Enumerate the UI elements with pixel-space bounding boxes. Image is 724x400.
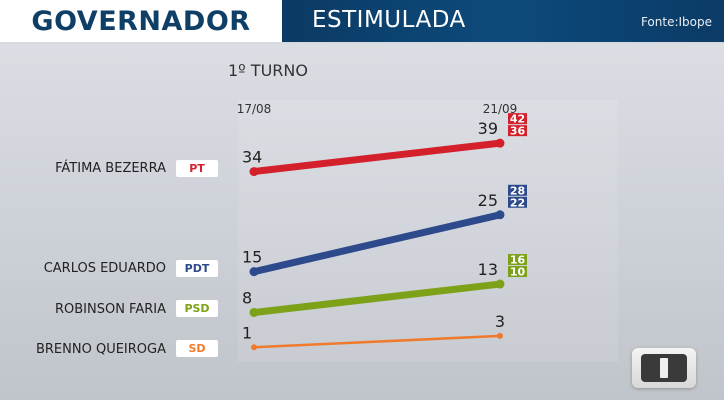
data-point bbox=[495, 138, 505, 148]
series-name-label: CARLOS EDUARDO bbox=[43, 261, 166, 277]
data-label: 34 bbox=[242, 148, 262, 167]
party-badge: PT bbox=[176, 159, 218, 177]
margin-box bbox=[508, 254, 527, 266]
data-label: 8 bbox=[242, 288, 252, 307]
series-line bbox=[250, 139, 504, 176]
header-subtitle-area: ESTIMULADA Fonte:Ibope bbox=[282, 0, 724, 42]
party-badge: PSD bbox=[176, 300, 218, 318]
series-line bbox=[252, 334, 502, 349]
page-title: GOVERNADOR bbox=[31, 5, 251, 37]
margin-value: 22 bbox=[510, 196, 525, 209]
margin-value: 42 bbox=[510, 113, 525, 126]
margin-box bbox=[508, 125, 527, 137]
header-bar: GOVERNADOR ESTIMULADA Fonte:Ibope bbox=[0, 0, 724, 42]
party-badge: SD bbox=[176, 340, 218, 358]
margin-value: 16 bbox=[510, 254, 526, 267]
series-line bbox=[250, 211, 504, 276]
data-point bbox=[249, 307, 259, 317]
data-label: 1 bbox=[242, 323, 252, 342]
x-tick-label: 17/08 bbox=[237, 102, 272, 116]
header-title-area: GOVERNADOR bbox=[0, 0, 282, 42]
data-point bbox=[495, 279, 505, 289]
data-point bbox=[249, 267, 259, 277]
series-name-label: ROBINSON FARIA bbox=[54, 301, 166, 317]
broadcaster-logo-icon bbox=[632, 348, 696, 388]
party-badge: PDT bbox=[176, 259, 218, 277]
series-line bbox=[250, 280, 504, 316]
round-label: 1º TURNO bbox=[228, 61, 308, 80]
margin-box bbox=[508, 184, 527, 196]
series-name-label: BRENNO QUEIROGA bbox=[35, 341, 166, 357]
data-point bbox=[251, 344, 257, 351]
data-point bbox=[497, 332, 503, 339]
data-point bbox=[249, 167, 259, 177]
source-label: Fonte:Ibope bbox=[640, 15, 712, 29]
logo-bar bbox=[660, 358, 668, 378]
margin-box bbox=[508, 113, 527, 125]
series-name-label: FÁTIMA BEZERRA bbox=[55, 161, 166, 177]
chart-background bbox=[0, 44, 724, 400]
data-label: 39 bbox=[478, 119, 498, 138]
margin-box bbox=[508, 266, 527, 278]
logo-inner bbox=[641, 354, 687, 382]
data-label: 13 bbox=[478, 260, 498, 279]
margin-value: 10 bbox=[510, 266, 526, 279]
x-tick-label: 21/09 bbox=[483, 102, 518, 116]
data-label: 25 bbox=[478, 191, 498, 210]
margin-box bbox=[508, 196, 527, 208]
data-point bbox=[495, 210, 505, 220]
margin-value: 36 bbox=[510, 125, 526, 138]
data-label: 3 bbox=[495, 312, 505, 331]
margin-value: 28 bbox=[510, 184, 525, 197]
page-subtitle: ESTIMULADA bbox=[312, 7, 466, 33]
data-label: 15 bbox=[242, 248, 262, 267]
